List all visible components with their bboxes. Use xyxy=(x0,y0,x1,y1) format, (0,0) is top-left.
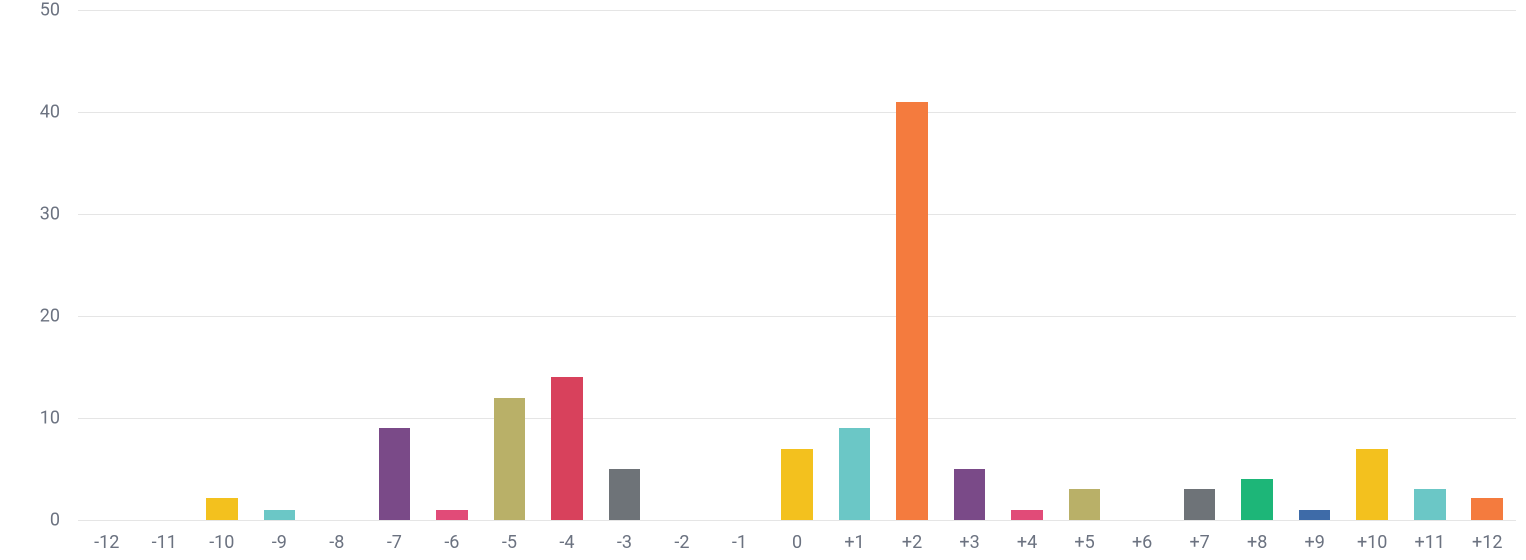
x-tick-label: +2 xyxy=(902,532,922,553)
bar xyxy=(1069,489,1101,520)
bar xyxy=(494,398,526,520)
bar xyxy=(264,510,296,520)
bar xyxy=(839,428,871,520)
y-tick-label: 10 xyxy=(40,408,60,429)
x-tick-label: -1 xyxy=(732,532,747,553)
x-tick-label: -7 xyxy=(387,532,402,553)
x-tick-label: +1 xyxy=(844,532,864,553)
x-tick-label: +5 xyxy=(1074,532,1094,553)
bar xyxy=(1299,510,1331,520)
y-tick-label: 50 xyxy=(40,0,60,21)
bar xyxy=(1471,498,1503,520)
bar xyxy=(781,449,813,520)
y-tick-label: 20 xyxy=(40,306,60,327)
y-tick-label: 30 xyxy=(40,204,60,225)
x-tick-label: +7 xyxy=(1189,532,1209,553)
bar xyxy=(609,469,641,520)
y-tick-label: 0 xyxy=(50,510,60,531)
bars xyxy=(78,10,1516,520)
x-tick-label: -2 xyxy=(674,532,689,553)
bar xyxy=(1414,489,1446,520)
x-tick-label: -3 xyxy=(617,532,632,553)
bar xyxy=(1184,489,1216,520)
plot-area xyxy=(78,10,1516,520)
bar xyxy=(896,102,928,520)
x-tick-label: +11 xyxy=(1414,532,1444,553)
x-tick-label: +12 xyxy=(1472,532,1502,553)
x-tick-label: +6 xyxy=(1132,532,1152,553)
x-tick-label: -4 xyxy=(559,532,574,553)
x-tick-label: +10 xyxy=(1357,532,1387,553)
x-tick-label: -12 xyxy=(94,532,119,553)
bar xyxy=(206,498,238,520)
x-tick-label: -5 xyxy=(502,532,517,553)
bar xyxy=(1356,449,1388,520)
bar xyxy=(551,377,583,520)
x-tick-label: -10 xyxy=(209,532,234,553)
x-tick-label: -8 xyxy=(329,532,344,553)
x-tick-label: +3 xyxy=(959,532,979,553)
bar xyxy=(379,428,411,520)
bar xyxy=(1011,510,1043,520)
x-axis: -12-11-10-9-8-7-6-5-4-3-2-10+1+2+3+4+5+6… xyxy=(78,524,1516,554)
x-tick-label: +9 xyxy=(1305,532,1325,553)
x-tick-label: -6 xyxy=(444,532,459,553)
bar xyxy=(436,510,468,520)
bar xyxy=(1241,479,1273,520)
y-tick-label: 40 xyxy=(40,102,60,123)
x-tick-label: -11 xyxy=(152,532,177,553)
x-tick-label: +8 xyxy=(1247,532,1267,553)
gridline xyxy=(78,520,1516,521)
bar-chart xyxy=(78,10,1516,520)
x-tick-label: -9 xyxy=(272,532,287,553)
x-tick-label: +4 xyxy=(1017,532,1037,553)
bar xyxy=(954,469,986,520)
y-axis: 01020304050 xyxy=(0,10,78,520)
x-tick-label: 0 xyxy=(792,532,802,553)
